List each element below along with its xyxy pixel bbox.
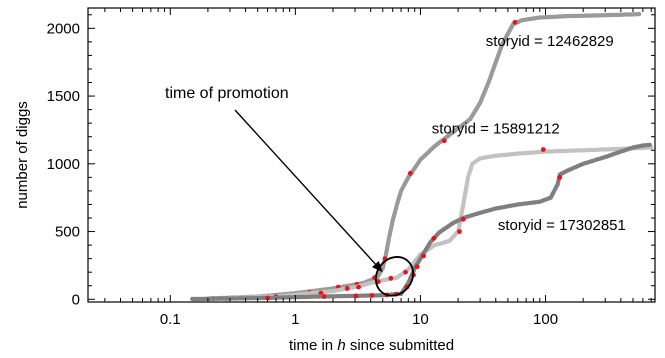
- highlighted-point: [369, 293, 375, 298]
- highlighted-point: [388, 275, 394, 281]
- y-tick-label: 0: [72, 291, 80, 308]
- highlighted-point: [557, 174, 563, 180]
- data-point: [636, 11, 642, 17]
- promotion-ellipse: [374, 256, 415, 297]
- series-label-2: storyid = 15891212: [432, 120, 560, 137]
- y-axis-label: number of diggs: [14, 101, 31, 209]
- y-tick-label: 2000: [47, 20, 80, 37]
- x-axis-label-italic: h: [337, 337, 345, 354]
- plot-frame: [87, 7, 656, 303]
- series-label-3: storyid = 17302851: [498, 217, 626, 234]
- y-tick-label: 500: [55, 224, 80, 241]
- data-point: [647, 142, 652, 148]
- x-axis-label: time in h since submitted: [289, 337, 454, 354]
- annotation-arrow: [234, 109, 376, 265]
- x-tick-label: 10: [412, 311, 429, 328]
- annotation-arrowhead: [372, 261, 383, 273]
- x-tick-label: 100: [533, 311, 558, 328]
- highlighted-point: [512, 19, 518, 25]
- x-axis-label-prefix: time in: [289, 337, 337, 354]
- highlighted-point: [441, 138, 447, 144]
- annotation-layer: time of promotion: [165, 85, 415, 297]
- series-layer: [190, 11, 654, 302]
- highlighted-point: [414, 264, 420, 270]
- highlighted-point: [403, 269, 408, 275]
- highlighted-point: [421, 253, 427, 259]
- highlighted-point: [460, 216, 466, 222]
- x-axis-label-suffix: since submitted: [346, 337, 454, 354]
- series-3: [190, 142, 652, 302]
- highlighted-point: [356, 284, 361, 290]
- highlighted-point: [353, 293, 359, 299]
- highlighted-point: [344, 286, 350, 291]
- highlighted-point: [457, 229, 462, 234]
- highlighted-point: [407, 170, 413, 176]
- series-label-1: storyid = 12462829: [486, 33, 614, 50]
- highlighted-point: [321, 294, 327, 299]
- annotation-time-of-promotion: time of promotion: [165, 85, 289, 102]
- series-labels: storyid = 12462829 storyid = 15891212 stor…: [432, 33, 626, 234]
- x-tick-label: 1: [291, 311, 299, 328]
- y-tick-label: 1500: [47, 88, 80, 105]
- x-tick-label: 0.1: [160, 311, 181, 328]
- y-tick-label: 1000: [47, 156, 80, 173]
- highlighted-point: [540, 147, 546, 152]
- highlighted-point: [431, 235, 437, 241]
- highlighted-point: [265, 295, 270, 301]
